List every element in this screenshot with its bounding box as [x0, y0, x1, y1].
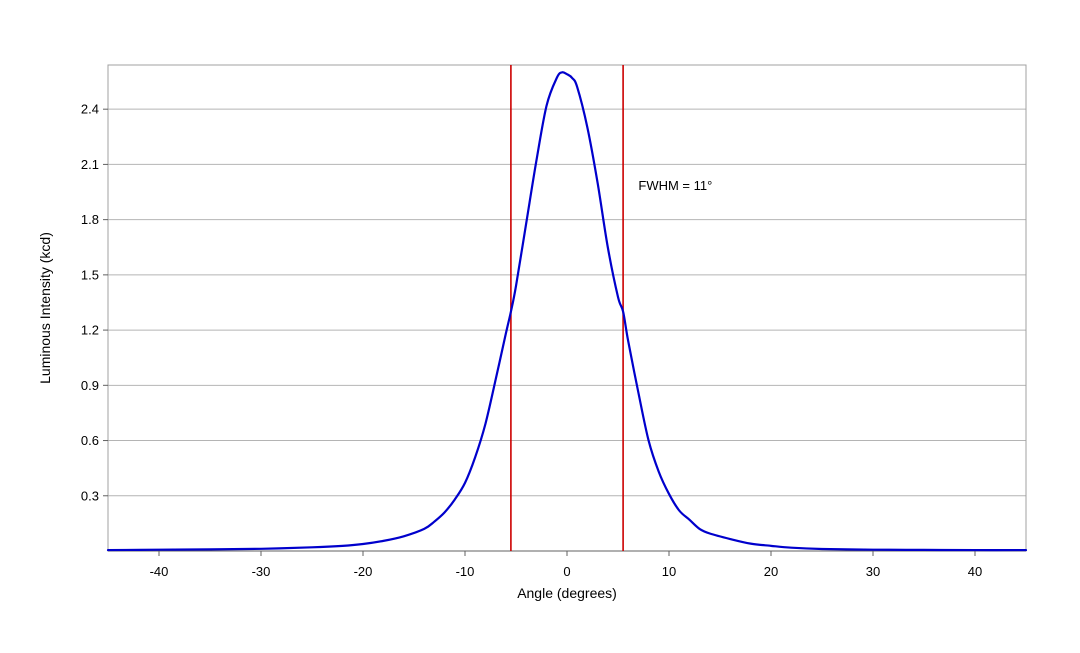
y-axis-title: Luminous Intensity (kcd) [37, 232, 53, 384]
x-axis-title: Angle (degrees) [517, 585, 617, 601]
y-axis-ticks: 0.3 0.6 0.9 1.2 1.5 1.8 2.1 2.4 [81, 102, 108, 503]
annotations: FWHM = 11° [638, 178, 712, 193]
y-tick-label: 0.3 [81, 488, 99, 503]
x-tick-label: 10 [662, 564, 676, 579]
y-tick-label: 0.9 [81, 378, 99, 393]
y-tick-label: 1.5 [81, 267, 99, 282]
intensity-curve [106, 71, 1028, 552]
y-tick-label: 2.4 [81, 102, 99, 117]
plot-area-border [107, 64, 1027, 552]
fwhm-reference-lines [510, 65, 624, 551]
x-tick-label: -20 [354, 564, 373, 579]
x-tick-label: 20 [764, 564, 778, 579]
y-tick-label: 0.6 [81, 433, 99, 448]
x-tick-label: -30 [252, 564, 271, 579]
x-tick-label: 40 [968, 564, 982, 579]
y-tick-label: 1.8 [81, 212, 99, 227]
x-tick-label: 30 [866, 564, 880, 579]
y-tick-label: 2.1 [81, 157, 99, 172]
gridlines [108, 108, 1026, 497]
x-tick-label: -40 [150, 564, 169, 579]
x-tick-label: -10 [456, 564, 475, 579]
x-tick-label: 0 [563, 564, 570, 579]
fwhm-annotation: FWHM = 11° [638, 178, 712, 193]
y-tick-label: 1.2 [81, 323, 99, 338]
x-axis-ticks: -40 -30 -20 -10 0 10 20 30 40 [150, 551, 982, 579]
